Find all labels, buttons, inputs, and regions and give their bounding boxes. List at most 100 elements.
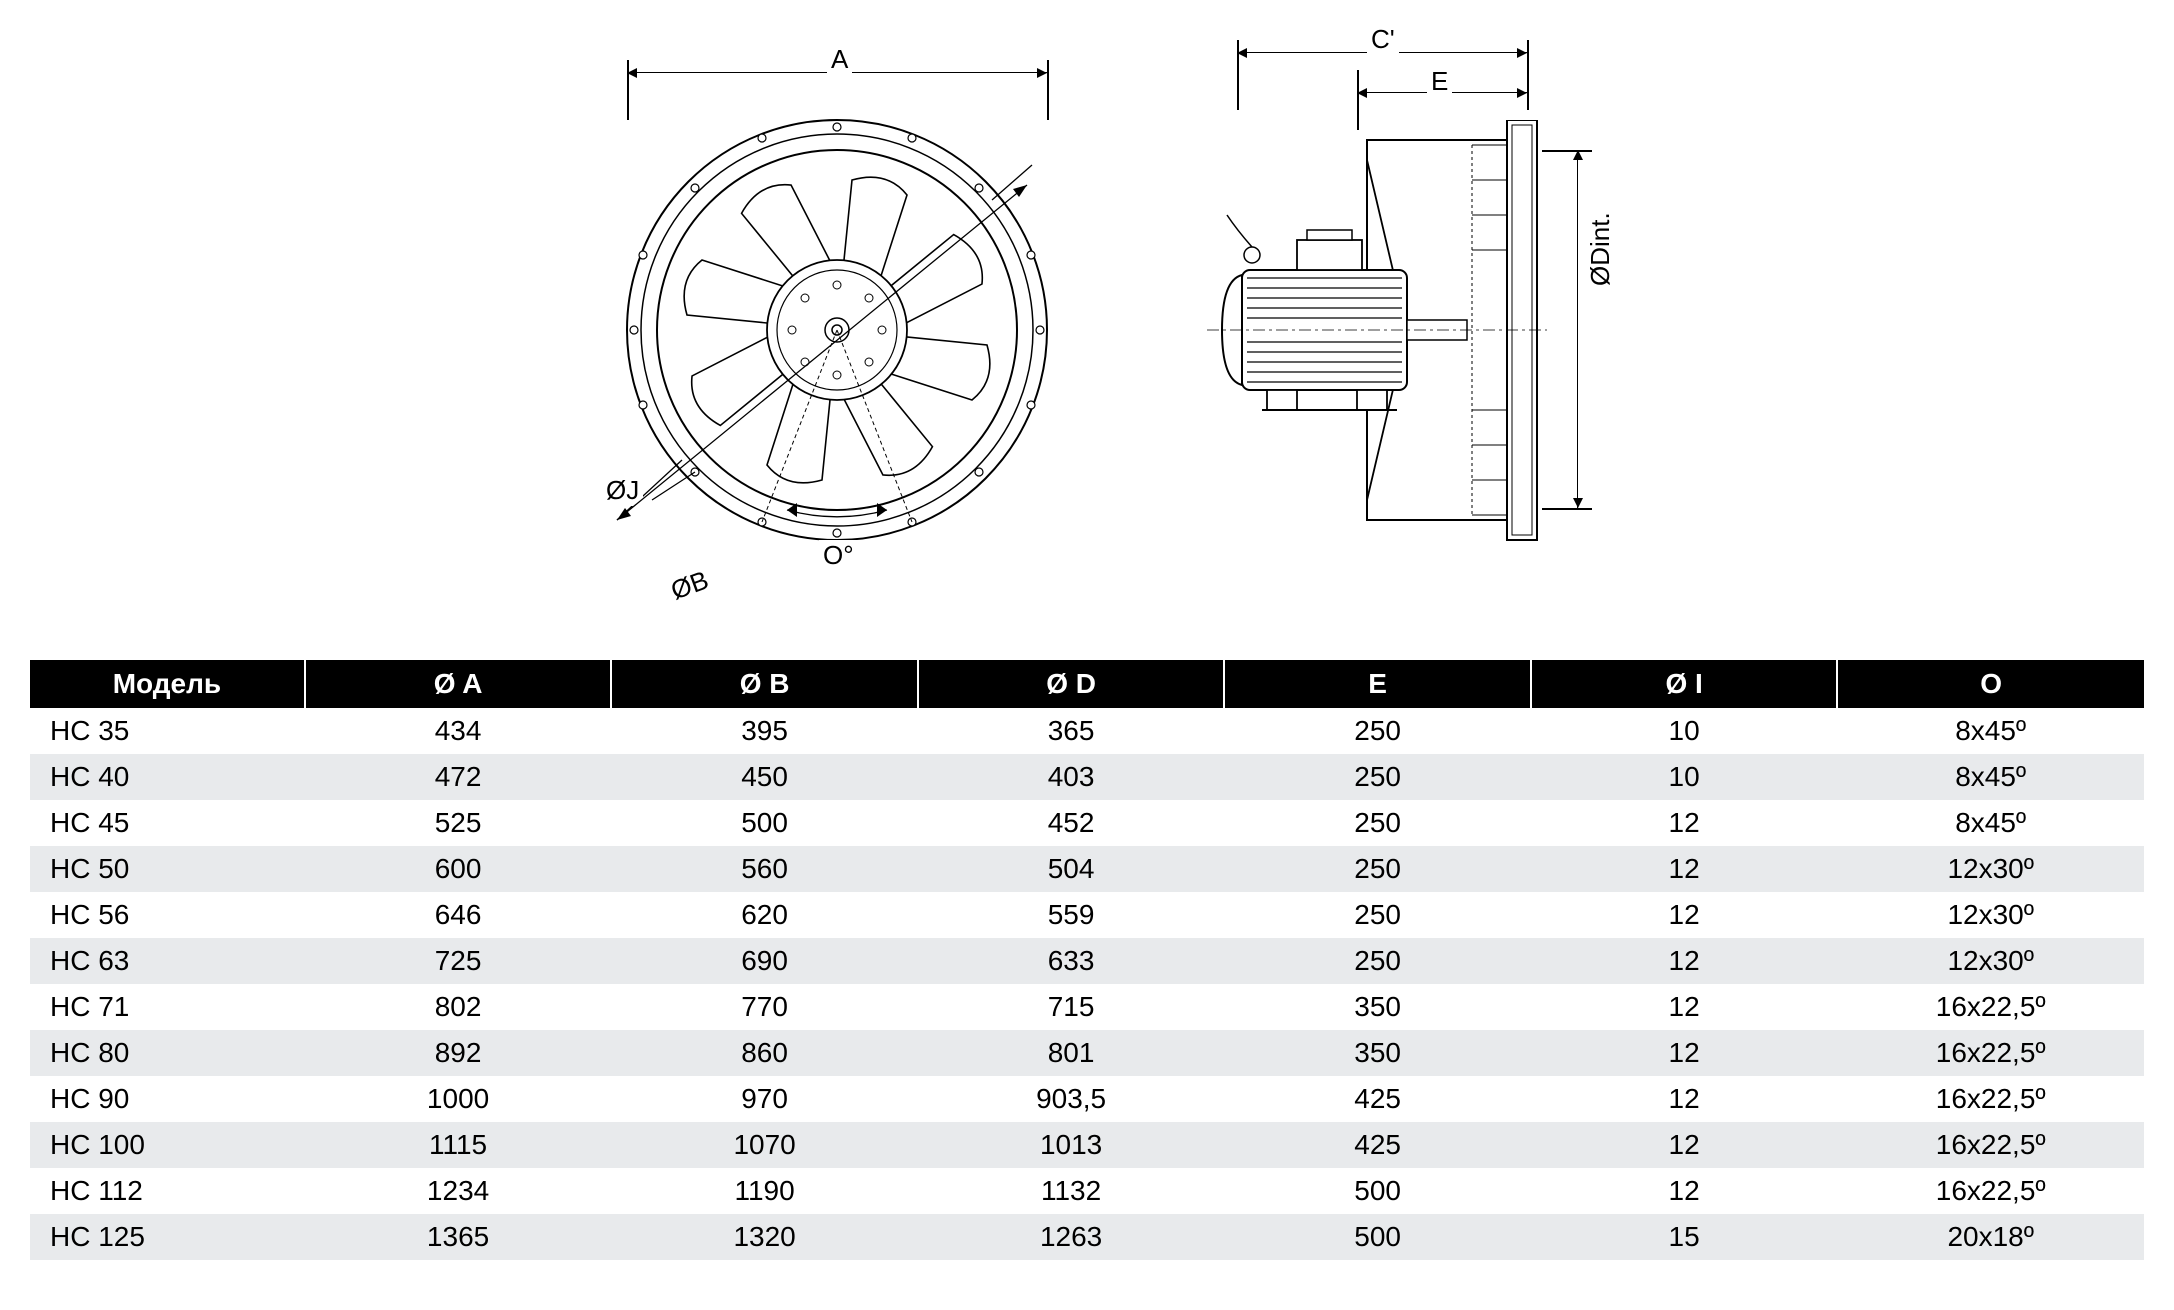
- table-cell: 350: [1224, 1030, 1531, 1076]
- col-header: Ø B: [611, 660, 918, 708]
- table-cell: 434: [305, 708, 612, 754]
- table-cell: 560: [611, 846, 918, 892]
- table-cell: 425: [1224, 1122, 1531, 1168]
- table-cell: 1070: [611, 1122, 918, 1168]
- table-cell: HC 71: [30, 984, 305, 1030]
- table-row: HC 566466205592501212x30º: [30, 892, 2144, 938]
- table-cell: 500: [1224, 1214, 1531, 1260]
- table-cell: 250: [1224, 754, 1531, 800]
- table-row: HC 808928608013501216x22,5º: [30, 1030, 2144, 1076]
- table-cell: 1013: [918, 1122, 1225, 1168]
- table-cell: HC 45: [30, 800, 305, 846]
- table-cell: 20x18º: [1837, 1214, 2144, 1260]
- table-cell: 12: [1531, 892, 1838, 938]
- table-cell: 12: [1531, 800, 1838, 846]
- table-cell: 646: [305, 892, 612, 938]
- table-cell: 559: [918, 892, 1225, 938]
- table-cell: 350: [1224, 984, 1531, 1030]
- table-row: HC 35434395365250108x45º: [30, 708, 2144, 754]
- table-cell: HC 50: [30, 846, 305, 892]
- table-cell: 860: [611, 1030, 918, 1076]
- table-cell: 12: [1531, 1030, 1838, 1076]
- spec-table: МодельØ AØ BØ DEØ IO HC 3543439536525010…: [30, 660, 2144, 1260]
- table-cell: 12: [1531, 938, 1838, 984]
- table-cell: 250: [1224, 708, 1531, 754]
- col-header: Ø A: [305, 660, 612, 708]
- dim-label-j: ØJ: [602, 475, 643, 506]
- table-cell: 1234: [305, 1168, 612, 1214]
- dim-label-d: ØDint.: [1585, 208, 1616, 290]
- table-cell: 425: [1224, 1076, 1531, 1122]
- col-header: Модель: [30, 660, 305, 708]
- table-row: HC 1001115107010134251216x22,5º: [30, 1122, 2144, 1168]
- table-cell: 16x22,5º: [1837, 1168, 2144, 1214]
- table-cell: 365: [918, 708, 1225, 754]
- table-cell: 801: [918, 1030, 1225, 1076]
- table-cell: 1000: [305, 1076, 612, 1122]
- table-cell: 12x30º: [1837, 892, 2144, 938]
- table-cell: HC 112: [30, 1168, 305, 1214]
- table-cell: 10: [1531, 708, 1838, 754]
- table-cell: 1132: [918, 1168, 1225, 1214]
- table-cell: 472: [305, 754, 612, 800]
- table-cell: 504: [918, 846, 1225, 892]
- table-row: HC 40472450403250108x45º: [30, 754, 2144, 800]
- table-cell: 12: [1531, 1076, 1838, 1122]
- table-cell: 12: [1531, 1122, 1838, 1168]
- table-cell: HC 56: [30, 892, 305, 938]
- table-cell: 500: [611, 800, 918, 846]
- table-cell: 16x22,5º: [1837, 1076, 2144, 1122]
- spec-table-wrap: МодельØ AØ BØ DEØ IO HC 3543439536525010…: [30, 660, 2144, 1260]
- col-header: O: [1837, 660, 2144, 708]
- table-cell: HC 80: [30, 1030, 305, 1076]
- table-cell: 1263: [918, 1214, 1225, 1260]
- dim-label-a: A: [827, 44, 852, 75]
- table-cell: 403: [918, 754, 1225, 800]
- table-cell: 12: [1531, 1168, 1838, 1214]
- table-cell: 1115: [305, 1122, 612, 1168]
- table-cell: 8x45º: [1837, 800, 2144, 846]
- table-body: HC 35434395365250108x45ºHC 4047245040325…: [30, 708, 2144, 1260]
- table-row: HC 718027707153501216x22,5º: [30, 984, 2144, 1030]
- table-cell: 15: [1531, 1214, 1838, 1260]
- table-cell: 250: [1224, 938, 1531, 984]
- table-cell: 725: [305, 938, 612, 984]
- table-header-row: МодельØ AØ BØ DEØ IO: [30, 660, 2144, 708]
- col-header: E: [1224, 660, 1531, 708]
- table-cell: 525: [305, 800, 612, 846]
- diagram-side-view: C' E ØDint.: [1197, 30, 1617, 590]
- table-cell: 250: [1224, 800, 1531, 846]
- table-cell: 16x22,5º: [1837, 1030, 2144, 1076]
- table-row: HC 901000970903,54251216x22,5º: [30, 1076, 2144, 1122]
- table-cell: 1365: [305, 1214, 612, 1260]
- table-cell: 715: [918, 984, 1225, 1030]
- table-cell: 395: [611, 708, 918, 754]
- col-header: Ø D: [918, 660, 1225, 708]
- table-row: HC 506005605042501212x30º: [30, 846, 2144, 892]
- table-cell: 970: [611, 1076, 918, 1122]
- table-cell: 633: [918, 938, 1225, 984]
- table-cell: 600: [305, 846, 612, 892]
- table-cell: 620: [611, 892, 918, 938]
- dim-label-e: E: [1427, 66, 1452, 97]
- fan-front-svg: [587, 90, 1087, 590]
- dim-label-o: O°: [819, 540, 858, 571]
- table-cell: 250: [1224, 846, 1531, 892]
- table-cell: 903,5: [918, 1076, 1225, 1122]
- table-cell: 10: [1531, 754, 1838, 800]
- table-cell: HC 90: [30, 1076, 305, 1122]
- table-cell: HC 35: [30, 708, 305, 754]
- table-row: HC 637256906332501212x30º: [30, 938, 2144, 984]
- table-cell: 12x30º: [1837, 938, 2144, 984]
- table-cell: 12: [1531, 984, 1838, 1030]
- table-cell: 770: [611, 984, 918, 1030]
- table-cell: HC 40: [30, 754, 305, 800]
- table-cell: 1190: [611, 1168, 918, 1214]
- table-row: HC 45525500452250128x45º: [30, 800, 2144, 846]
- table-cell: HC 63: [30, 938, 305, 984]
- table-cell: 8x45º: [1837, 708, 2144, 754]
- diagram-front-view: A: [557, 30, 1117, 610]
- table-cell: 802: [305, 984, 612, 1030]
- dim-label-c: C': [1367, 24, 1399, 55]
- table-cell: 500: [1224, 1168, 1531, 1214]
